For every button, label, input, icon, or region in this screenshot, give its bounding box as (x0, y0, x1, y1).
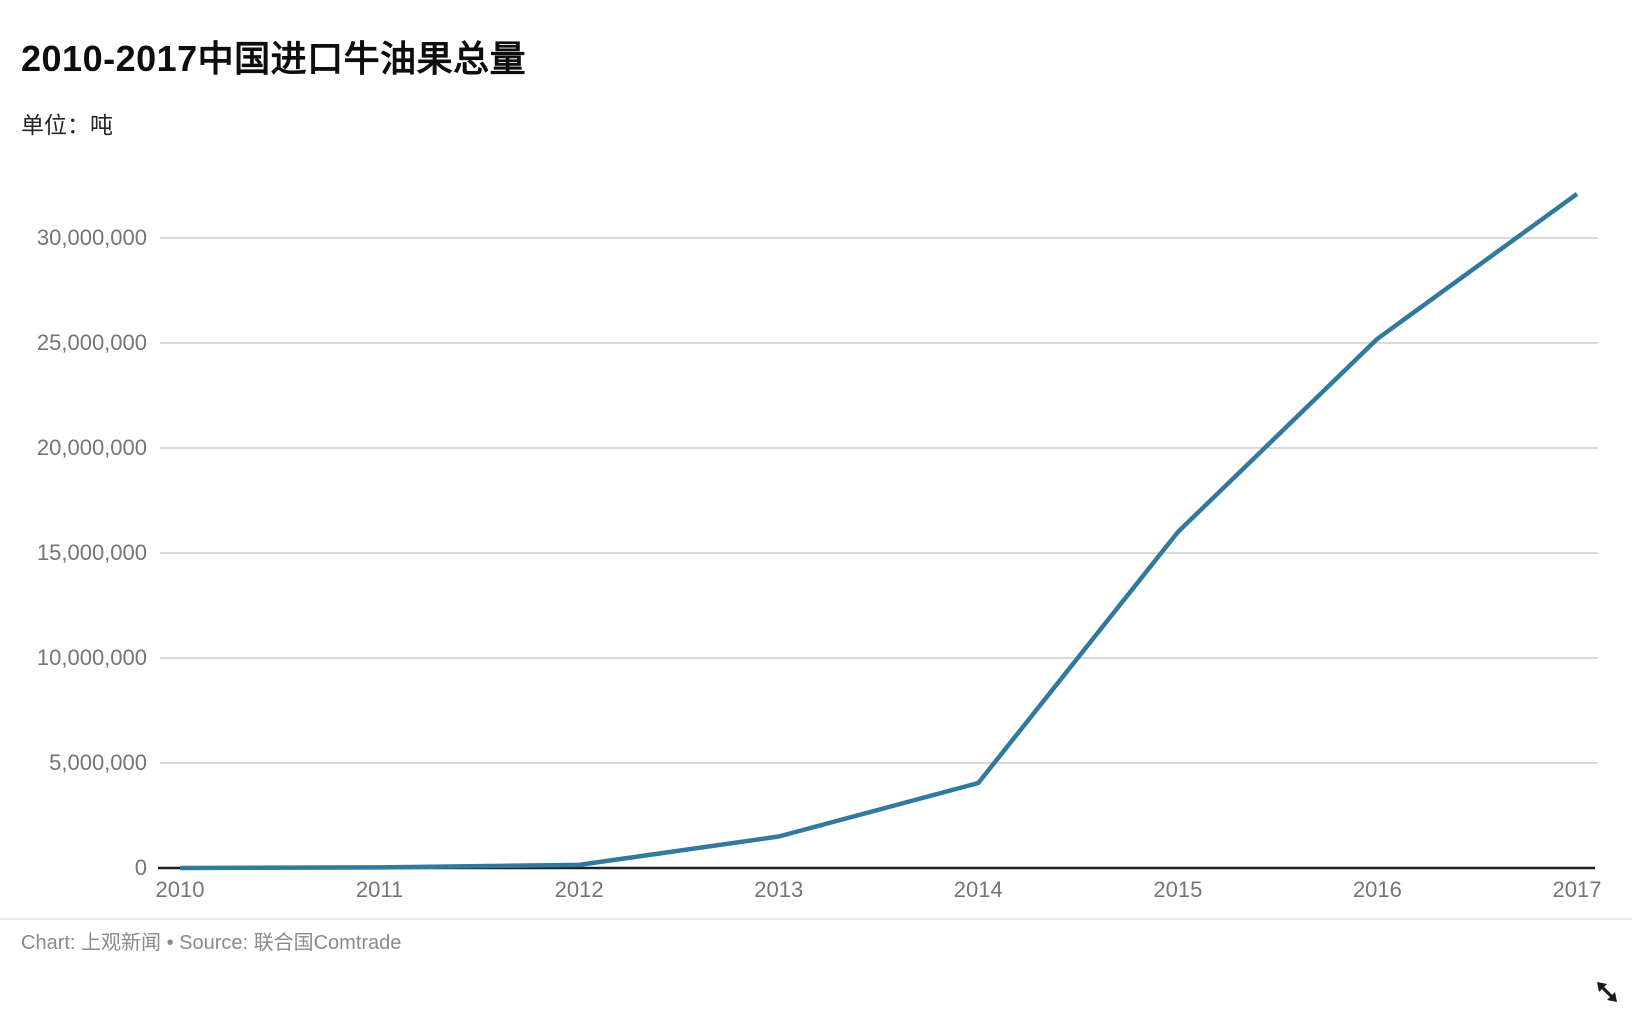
y-axis-tick-label: 10,000,000 (37, 645, 147, 670)
y-axis-tick-label: 25,000,000 (37, 330, 147, 355)
chart-unit-subtitle: 单位：吨 (21, 112, 113, 138)
resize-cursor-icon (1597, 982, 1617, 1002)
x-axis-tick-label: 2015 (1153, 877, 1202, 902)
chart-title: 2010-2017中国进口牛油果总量 (21, 38, 527, 79)
x-axis-tick-label: 2016 (1353, 877, 1402, 902)
y-axis-tick-label: 20,000,000 (37, 435, 147, 460)
footer-divider (0, 918, 1632, 920)
chart-attribution: Chart: 上观新闻 • Source: 联合国Comtrade (21, 932, 402, 954)
y-axis-tick-label: 0 (135, 855, 147, 880)
x-axis-tick-label: 2012 (555, 877, 604, 902)
x-axis-tick-label: 2010 (156, 877, 205, 902)
y-axis-tick-label: 30,000,000 (37, 225, 147, 250)
x-axis-tick-label: 2017 (1553, 877, 1602, 902)
avocado-imports-line-chart: 0 5,000,000 10,000,000 15,000,000 20,000,000… (37, 192, 1602, 902)
x-axis-tick-label: 2011 (356, 877, 403, 902)
y-axis-tick-label: 5,000,000 (49, 750, 147, 775)
y-axis-tick-label: 15,000,000 (37, 540, 147, 565)
data-line-series (179, 192, 1579, 871)
x-axis-tick-label: 2014 (954, 877, 1003, 902)
x-axis-tick-label: 2013 (754, 877, 803, 902)
